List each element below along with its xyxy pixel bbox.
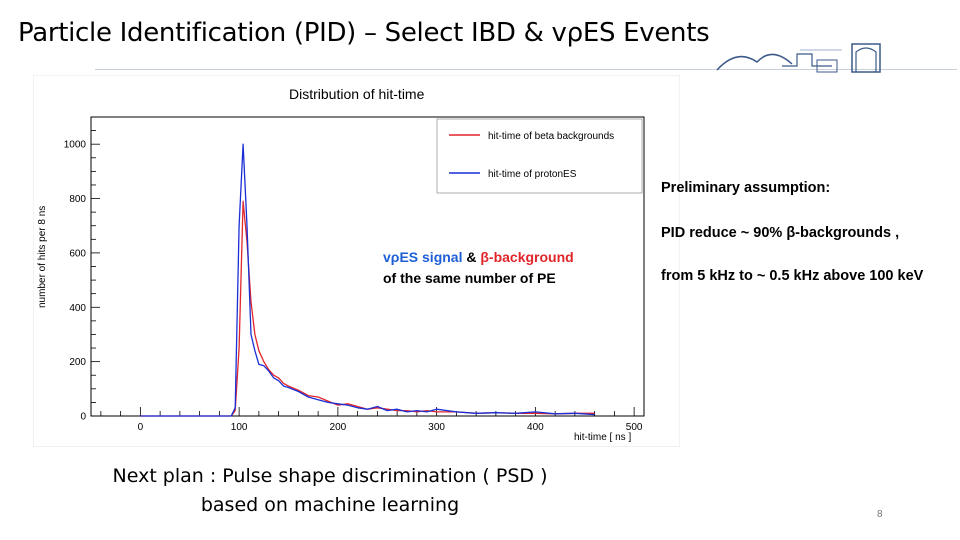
annotation-line-1: vρES signal & β-background xyxy=(383,249,574,265)
sjtu-logo xyxy=(716,43,881,73)
assumption-line-3: from 5 kHz to ~ 0.5 kHz above 100 keV xyxy=(661,268,924,284)
assumption-line-2: PID reduce ~ 90% β-backgrounds , xyxy=(661,225,900,241)
plot-title: Distribution of hit-time xyxy=(289,86,425,102)
y-tick-label: 600 xyxy=(69,248,86,259)
y-tick-label: 0 xyxy=(80,412,86,423)
next-plan-line-2: based on machine learning xyxy=(200,494,460,516)
next-plan-line-1: Next plan : Pulse shape discrimination (… xyxy=(112,465,548,487)
x-tick-label: 500 xyxy=(626,422,643,433)
y-tick-label: 800 xyxy=(69,194,86,205)
x-axis-title: hit-time [ ns ] xyxy=(574,432,631,443)
y-tick-label: 200 xyxy=(69,357,86,368)
legend-label-beta: hit-time of beta backgrounds xyxy=(488,131,614,142)
x-tick-label: 200 xyxy=(330,422,347,433)
y-tick-label: 1000 xyxy=(64,140,87,151)
x-tick-label: 400 xyxy=(527,422,544,433)
y-axis-title: number of hits per 8 ns xyxy=(37,206,48,308)
assumption-line-1: Preliminary assumption: xyxy=(661,180,831,196)
annotation-line-2: of the same number of PE xyxy=(383,270,556,286)
x-tick-label: 100 xyxy=(231,422,248,433)
x-tick-label: 0 xyxy=(138,422,144,433)
slide-title: Particle Identification (PID) – Select I… xyxy=(18,18,710,48)
x-tick-label: 300 xyxy=(428,422,445,433)
title-divider xyxy=(95,69,957,70)
legend: hit-time of beta backgrounds hit-time of… xyxy=(436,118,643,194)
legend-label-proton: hit-time of protonES xyxy=(488,169,577,180)
annotation-background: β-background xyxy=(480,249,573,265)
hit-time-plot: Distribution of hit-time 0 200 400 600 800 10… xyxy=(33,75,680,447)
series-line-proton xyxy=(140,143,595,417)
annotation-signal: vρES signal xyxy=(383,249,462,265)
next-plan-block: Next plan : Pulse shape discrimination (… xyxy=(95,462,565,520)
y-tick-label: 400 xyxy=(69,303,86,314)
page-number: 8 xyxy=(877,509,883,520)
annotation-amp: & xyxy=(466,249,476,265)
